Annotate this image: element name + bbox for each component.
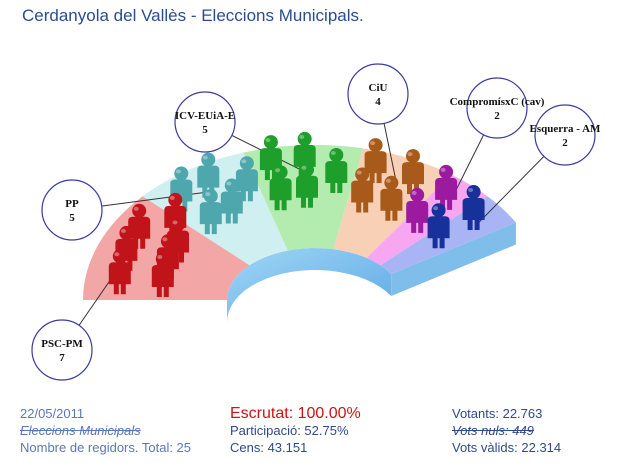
party-label-bubble-2 <box>174 91 236 153</box>
vots-nuls-value: Vots nuls: 449 <box>452 423 534 438</box>
party-label-bubble-1 <box>41 179 103 241</box>
footer-left: 22/05/2011 Eleccions Municipals Nombre d… <box>20 405 191 456</box>
participacio-value: Participació: 52.75% <box>230 423 349 438</box>
party-seats-label: 5 <box>69 212 75 224</box>
parliament-chart: PSC-PM 7 PP 5 ICV-EUiA-E 5 CiU 4 CompromísxC (ca… <box>31 63 602 381</box>
party-name-label: PSC-PM <box>41 338 83 350</box>
party-name-label: CiU <box>369 82 388 94</box>
seat-figure <box>108 249 131 295</box>
chart-title: Cerdanyola del Vallès - Eleccions Munici… <box>22 6 364 25</box>
party-label-bubble-4 <box>466 77 528 139</box>
party-name-label: ICV-EUiA-E <box>175 110 235 122</box>
party-name-label: CompromísxC (cav) <box>450 96 545 108</box>
party-labels: PSC-PM 7 PP 5 ICV-EUiA-E 5 CiU 4 CompromísxC (ca… <box>31 63 602 381</box>
seat-figure <box>269 165 292 211</box>
cens-value: Cens: 43.151 <box>230 440 308 455</box>
end-edge <box>391 222 516 296</box>
seat-figure <box>220 178 243 224</box>
seat-figure <box>435 164 458 210</box>
seat-figure <box>402 149 424 195</box>
party-name-label: Esquerra - AM <box>530 123 602 135</box>
election-date: 22/05/2011 <box>20 406 85 421</box>
votants-value: Votants: 22.763 <box>452 406 543 421</box>
seat-figure <box>462 185 485 230</box>
footer-right: Votants: 22.763 Vots nuls: 449 Vots vàli… <box>452 405 561 456</box>
chart-base-edge <box>227 222 516 322</box>
vots-valids-value: Vots vàlids: 22.314 <box>452 440 562 455</box>
seat-figure <box>427 203 450 249</box>
seat-figure <box>406 187 429 233</box>
seat-figures <box>108 131 485 297</box>
seat-figure <box>197 152 220 198</box>
election-name: Eleccions Municipals <box>20 423 141 438</box>
escrutat-value: Escrutat: 100.00% <box>230 405 361 422</box>
party-name-label: PP <box>65 198 79 210</box>
party-label-bubble-0 <box>31 319 93 381</box>
party-seats-label: 2 <box>562 137 568 149</box>
seat-figure <box>151 252 174 297</box>
seat-figure <box>364 138 387 184</box>
seat-figure <box>351 167 374 213</box>
seat-figure <box>199 189 222 235</box>
seat-figure <box>325 148 348 193</box>
seat-figure <box>380 175 403 221</box>
party-seats-label: 7 <box>59 352 65 364</box>
regidors-total: Nombre de regidors. Total: 25 <box>20 440 192 455</box>
seat-figure <box>296 162 318 208</box>
party-label-bubble-5 <box>534 104 596 166</box>
party-seats-label: 5 <box>202 124 208 136</box>
footer-center: Escrutat: 100.00% Participació: 52.75% C… <box>230 405 361 456</box>
party-seats-label: 4 <box>375 96 381 108</box>
party-seats-label: 2 <box>494 110 500 122</box>
party-label-bubble-3 <box>347 63 409 125</box>
inner-rim-edge <box>227 248 392 322</box>
